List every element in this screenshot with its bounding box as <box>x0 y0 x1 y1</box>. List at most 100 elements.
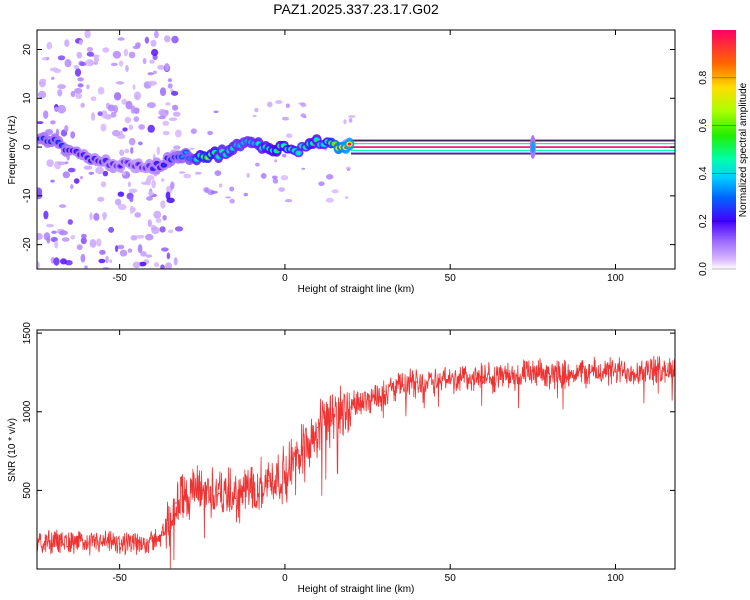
noise-blob <box>210 190 218 194</box>
x-tick-label: 100 <box>607 573 624 584</box>
noise-blob <box>159 226 166 233</box>
noise-blob <box>74 68 82 77</box>
noise-blob <box>117 37 125 41</box>
snr-point <box>52 539 55 542</box>
noise-blob <box>168 117 178 121</box>
noise-blob <box>84 30 91 39</box>
noise-blob <box>347 168 350 171</box>
snr-point <box>366 398 369 401</box>
noise-blob <box>124 116 132 124</box>
snr-point <box>548 373 551 375</box>
noise-blob <box>243 192 248 197</box>
noise-blob <box>167 83 173 89</box>
spike-blob <box>530 141 535 154</box>
noise-blob <box>137 244 143 254</box>
snr-point <box>234 497 237 500</box>
noise-blob <box>83 165 93 170</box>
noise-blob <box>70 90 76 98</box>
colorbar-tick-label: 0.2 <box>698 214 709 228</box>
noise-blob <box>168 229 174 234</box>
snr-point <box>135 543 137 545</box>
noise-blob <box>229 198 235 204</box>
noise-blob <box>207 130 214 136</box>
ridge-band-layer <box>351 146 675 148</box>
noise-blob <box>172 104 179 111</box>
snr-point <box>102 542 104 544</box>
noise-blob <box>165 102 171 106</box>
noise-blob <box>343 119 347 125</box>
noise-blob <box>132 261 141 269</box>
noise-blob <box>93 212 100 221</box>
noise-blob <box>285 103 290 108</box>
noise-blob <box>73 65 79 69</box>
noise-blob <box>225 196 231 199</box>
x-tick-label: -50 <box>112 573 127 584</box>
noise-blob <box>149 59 155 64</box>
noise-blob <box>70 131 76 139</box>
noise-blob <box>183 173 192 179</box>
noise-blob <box>75 93 82 99</box>
noise-blob <box>284 199 293 203</box>
noise-blob <box>165 262 172 269</box>
noise-blob <box>67 219 74 225</box>
spectrogram-panel: -50 0 50 100 -20 -10 0 10 20 Height of straight … <box>7 29 676 295</box>
snr-point <box>185 492 187 495</box>
noise-blob <box>171 35 179 44</box>
noise-blob <box>101 110 108 119</box>
noise-blob <box>281 116 290 121</box>
snr-point <box>151 540 154 543</box>
spectrogram-marks <box>37 30 675 269</box>
noise-blob <box>138 124 146 130</box>
noise-blob <box>122 171 126 176</box>
snr-xlabel: Height of straight line (km) <box>298 584 415 595</box>
snr-point <box>201 489 204 492</box>
noise-blob <box>102 170 109 177</box>
noise-blob <box>84 265 88 269</box>
noise-blob <box>255 162 260 167</box>
noise-blob <box>97 86 105 95</box>
noise-blob <box>218 183 223 188</box>
noise-blob <box>175 129 182 138</box>
noise-blob <box>113 105 119 114</box>
noise-blob <box>80 253 86 263</box>
noise-blob <box>125 100 133 110</box>
figure-title: PAZ1.2025.337.23.17.G02 <box>273 1 439 17</box>
noise-blob <box>148 80 157 86</box>
y-tick-label: 1500 <box>22 322 33 345</box>
snr-point <box>317 426 319 429</box>
noise-blob <box>153 210 162 219</box>
noise-blob <box>50 179 55 183</box>
noise-blob <box>118 60 124 67</box>
noise-blob <box>303 115 307 119</box>
noise-blob <box>128 124 134 131</box>
colorbar-ticks: 0.0 0.2 0.4 0.6 0.8 <box>698 70 736 276</box>
spectrogram-frame <box>36 29 676 270</box>
noise-blob <box>110 111 117 118</box>
snr-point <box>482 376 485 379</box>
x-tick-label: 50 <box>445 573 457 584</box>
noise-blob <box>81 233 87 239</box>
noise-blob <box>229 186 235 192</box>
noise-blob <box>76 51 83 59</box>
noise-blob <box>127 181 131 188</box>
noise-blob <box>151 179 156 189</box>
spectrogram-axes: -50 0 50 100 -20 -10 0 10 20 <box>22 30 675 284</box>
noise-blob <box>157 64 165 70</box>
noise-blob <box>331 189 339 194</box>
snr-point <box>251 486 253 489</box>
noise-blob <box>102 212 108 219</box>
noise-blob <box>170 181 175 190</box>
noise-blob <box>151 48 159 57</box>
noise-blob <box>150 39 157 47</box>
noise-blob <box>160 200 166 209</box>
noise-blob <box>117 244 125 250</box>
noise-blob <box>162 131 170 136</box>
noise-blob <box>51 76 55 80</box>
noise-blob <box>99 249 106 255</box>
noise-blob <box>86 51 94 57</box>
noise-blob <box>113 92 122 101</box>
colorbar: 0.0 0.2 0.4 0.6 0.8 Normalized spectral ampl… <box>698 30 749 276</box>
noise-blob <box>130 105 136 114</box>
noise-blob <box>112 50 122 59</box>
noise-blob <box>147 191 154 196</box>
